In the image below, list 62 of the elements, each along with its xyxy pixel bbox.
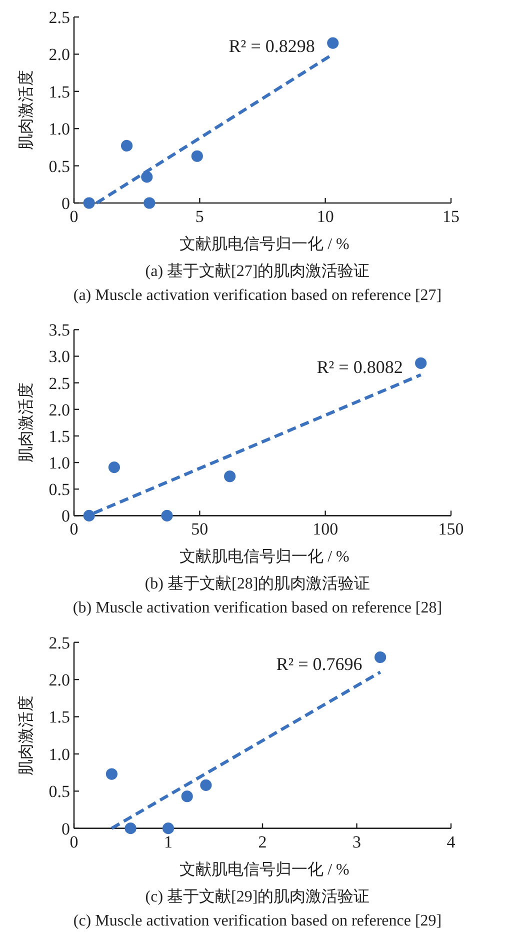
y-tick-label: 1.0	[48, 454, 70, 473]
x-axis-title: 文献肌电信号归一化 / %	[180, 235, 350, 253]
point	[374, 651, 386, 664]
x-tick-label: 1	[164, 832, 172, 852]
y-tick-label: 2.0	[48, 400, 70, 420]
y-tick-label: 3.0	[48, 347, 70, 366]
y-axis-title: 肌肉激活度	[17, 382, 35, 463]
x-tick-label: 50	[191, 520, 208, 539]
x-axis-title: 文献肌电信号归一化 / %	[180, 860, 350, 878]
y-tick-label: 2.5	[48, 374, 70, 393]
x-tick-label: 100	[312, 520, 338, 539]
point	[83, 510, 95, 522]
point	[415, 357, 427, 369]
y-tick-label: 0	[62, 506, 70, 526]
y-tick-label: 0	[62, 819, 70, 838]
point	[200, 779, 212, 791]
y-tick-label: 2.0	[48, 45, 70, 64]
point	[162, 822, 174, 834]
point	[191, 150, 203, 162]
text: (a) 基于文献[27]的肌肉激活验证	[145, 262, 370, 280]
text: (c) Muscle activation verification based on reference [29]	[73, 912, 442, 930]
x-axis-title: 文献肌电信号归一化 / %	[180, 548, 350, 566]
x-tick-label: 5	[195, 207, 204, 226]
x-tick-label: 2	[258, 832, 267, 852]
y-axis-title: 肌肉激活度	[17, 695, 35, 776]
x-tick-label: 15	[442, 207, 460, 226]
annotation: R² = 0.8082	[316, 356, 403, 377]
y-tick-label: 2.0	[48, 670, 70, 690]
point	[224, 470, 236, 482]
point	[83, 197, 95, 209]
text: (b) Muscle activation verification based on reference [28]	[72, 600, 442, 617]
y-tick-label: 0.5	[48, 480, 70, 500]
point	[120, 140, 133, 152]
y-tick-label: 1.5	[48, 708, 70, 727]
point	[181, 790, 193, 802]
x-tick-label: 150	[438, 520, 464, 539]
x-tick-label: 10	[316, 207, 334, 226]
y-axis-title: 肌肉激活度	[17, 70, 35, 150]
point	[327, 37, 339, 49]
y-tick-label: 0.5	[48, 782, 70, 802]
point	[141, 171, 153, 183]
y-tick-label: 1.5	[48, 82, 70, 102]
y-tick-label: 1.0	[48, 120, 70, 139]
x-tick-label: 3	[352, 832, 361, 852]
y-tick-label: 3.5	[48, 320, 70, 340]
y-tick-label: 2.5	[48, 633, 70, 652]
y-tick-label: 1.5	[48, 426, 70, 446]
text: (a) Muscle activation verification based on reference [27]	[73, 287, 442, 304]
point	[108, 462, 120, 474]
point	[144, 197, 156, 209]
y-tick-label: 2.5	[48, 8, 70, 27]
text: (b) 基于文献[28]的肌肉激活验证	[144, 574, 370, 593]
annotation: R² = 0.7696	[276, 654, 362, 674]
text: (c) 基于文献[29]的肌肉激活验证	[145, 887, 370, 906]
annotation: R² = 0.8298	[228, 36, 315, 56]
y-tick-label: 0.5	[48, 156, 70, 176]
point	[161, 510, 173, 522]
x-tick-label: 4	[446, 832, 456, 852]
point	[106, 768, 118, 780]
point	[124, 822, 136, 834]
y-tick-label: 1.0	[48, 744, 70, 764]
y-tick-label: 0	[62, 194, 70, 213]
